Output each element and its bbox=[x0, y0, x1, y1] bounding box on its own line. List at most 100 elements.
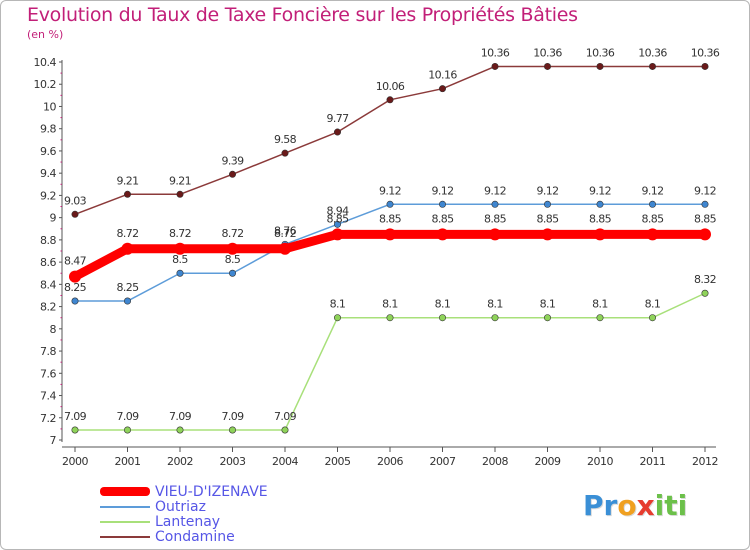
y-tick-label: 9.6 bbox=[40, 145, 56, 158]
x-tick-label: 2006 bbox=[377, 455, 403, 468]
data-label: 8.1 bbox=[487, 298, 503, 311]
legend-swatch bbox=[100, 536, 150, 538]
data-point bbox=[646, 228, 659, 241]
data-point bbox=[701, 62, 709, 70]
series-lantenay bbox=[71, 289, 709, 434]
data-point bbox=[594, 228, 606, 241]
data-point bbox=[279, 242, 291, 255]
y-tick-label: 9.2 bbox=[40, 189, 56, 202]
y-tick-label: 8 bbox=[50, 323, 57, 336]
data-point bbox=[124, 190, 132, 198]
x-tick-label: 2009 bbox=[535, 455, 561, 468]
y-tick-label: 8.4 bbox=[40, 278, 56, 291]
x-tick-label: 2001 bbox=[115, 455, 141, 468]
data-label: 8.76 bbox=[274, 224, 297, 237]
y-tick-label: 10.4 bbox=[34, 56, 57, 69]
data-label: 8.1 bbox=[330, 298, 346, 311]
data-point bbox=[386, 200, 394, 208]
y-tick-label: 10.2 bbox=[34, 78, 57, 91]
data-point bbox=[71, 297, 79, 305]
y-tick-label: 8.8 bbox=[40, 234, 56, 247]
data-label: 9.12 bbox=[589, 184, 611, 197]
logo-letter: i bbox=[654, 489, 665, 522]
data-point bbox=[699, 228, 711, 241]
data-label: 10.36 bbox=[481, 46, 510, 59]
x-tick-label: 2000 bbox=[62, 455, 88, 468]
y-tick-label: 9 bbox=[50, 212, 57, 225]
data-point bbox=[386, 96, 394, 104]
data-point bbox=[438, 314, 446, 322]
x-tick-label: 2002 bbox=[167, 455, 193, 468]
y-tick-label: 7.2 bbox=[40, 412, 56, 425]
data-label: 8.85 bbox=[589, 212, 612, 225]
data-label: 8.85 bbox=[379, 212, 402, 225]
data-point bbox=[596, 314, 604, 322]
x-tick-label: 2012 bbox=[692, 455, 718, 468]
x-tick-label: 2011 bbox=[640, 455, 666, 468]
data-point bbox=[226, 242, 239, 255]
data-point bbox=[543, 200, 551, 208]
data-point bbox=[543, 62, 551, 70]
data-point bbox=[386, 314, 394, 322]
data-point bbox=[648, 62, 656, 70]
data-label: 9.58 bbox=[274, 133, 297, 146]
proxiti-logo: Proxiti bbox=[583, 488, 687, 524]
data-label: 8.72 bbox=[169, 227, 191, 240]
data-label: 7.09 bbox=[221, 410, 244, 423]
data-label: 10.36 bbox=[586, 46, 615, 59]
data-point bbox=[176, 269, 184, 277]
data-label: 8.25 bbox=[116, 281, 139, 294]
legend-swatch bbox=[100, 487, 150, 496]
x-tick-label: 2010 bbox=[587, 455, 613, 468]
chart-title: Evolution du Taux de Taxe Foncière sur l… bbox=[27, 4, 578, 26]
logo-letter: r bbox=[603, 489, 618, 522]
legend-label: VIEU-D'IZENAVE bbox=[155, 484, 268, 500]
data-point bbox=[176, 426, 184, 434]
data-point bbox=[229, 426, 237, 434]
data-label: 8.1 bbox=[645, 298, 661, 311]
y-tick-label: 9.8 bbox=[40, 123, 56, 136]
data-label: 8.85 bbox=[641, 212, 664, 225]
data-point bbox=[176, 190, 184, 198]
legend-label: Outriaz bbox=[155, 499, 206, 515]
data-point bbox=[333, 314, 341, 322]
data-label: 8.1 bbox=[382, 298, 398, 311]
y-tick-label: 7.6 bbox=[40, 367, 56, 380]
data-label: 8.94 bbox=[326, 204, 349, 217]
data-label: 8.32 bbox=[694, 273, 716, 286]
data-point bbox=[331, 228, 344, 241]
logo-letter: x bbox=[636, 489, 655, 522]
data-label: 8.47 bbox=[64, 255, 87, 268]
data-point bbox=[489, 228, 501, 241]
series-vieu-d-izenave bbox=[69, 228, 711, 283]
data-label: 9.12 bbox=[641, 184, 663, 197]
unit-label: (en %) bbox=[27, 28, 64, 41]
data-point bbox=[229, 269, 237, 277]
data-label: 8.85 bbox=[536, 212, 559, 225]
data-point bbox=[596, 62, 604, 70]
data-label: 10.36 bbox=[533, 46, 562, 59]
data-point bbox=[438, 85, 446, 93]
data-label: 8.85 bbox=[484, 212, 507, 225]
data-point bbox=[333, 220, 341, 228]
data-label: 8.72 bbox=[221, 227, 243, 240]
data-point bbox=[491, 200, 499, 208]
data-point bbox=[438, 200, 446, 208]
data-label: 8.85 bbox=[431, 212, 454, 225]
legend-swatch bbox=[100, 521, 150, 523]
y-tick-label: 8.2 bbox=[40, 301, 56, 314]
data-label: 7.09 bbox=[169, 410, 192, 423]
y-tick-label: 7.8 bbox=[40, 345, 56, 358]
data-label: 9.21 bbox=[169, 174, 191, 187]
data-point bbox=[69, 270, 81, 283]
y-tick-label: 9.4 bbox=[40, 167, 56, 180]
logo-letter: i bbox=[677, 489, 688, 522]
x-tick-label: 2004 bbox=[272, 455, 298, 468]
data-label: 9.21 bbox=[116, 174, 138, 187]
data-point bbox=[174, 242, 186, 255]
data-point bbox=[124, 426, 132, 434]
data-label: 8.25 bbox=[64, 281, 87, 294]
data-label: 8.1 bbox=[592, 298, 608, 311]
y-tick-label: 7.4 bbox=[40, 390, 56, 403]
